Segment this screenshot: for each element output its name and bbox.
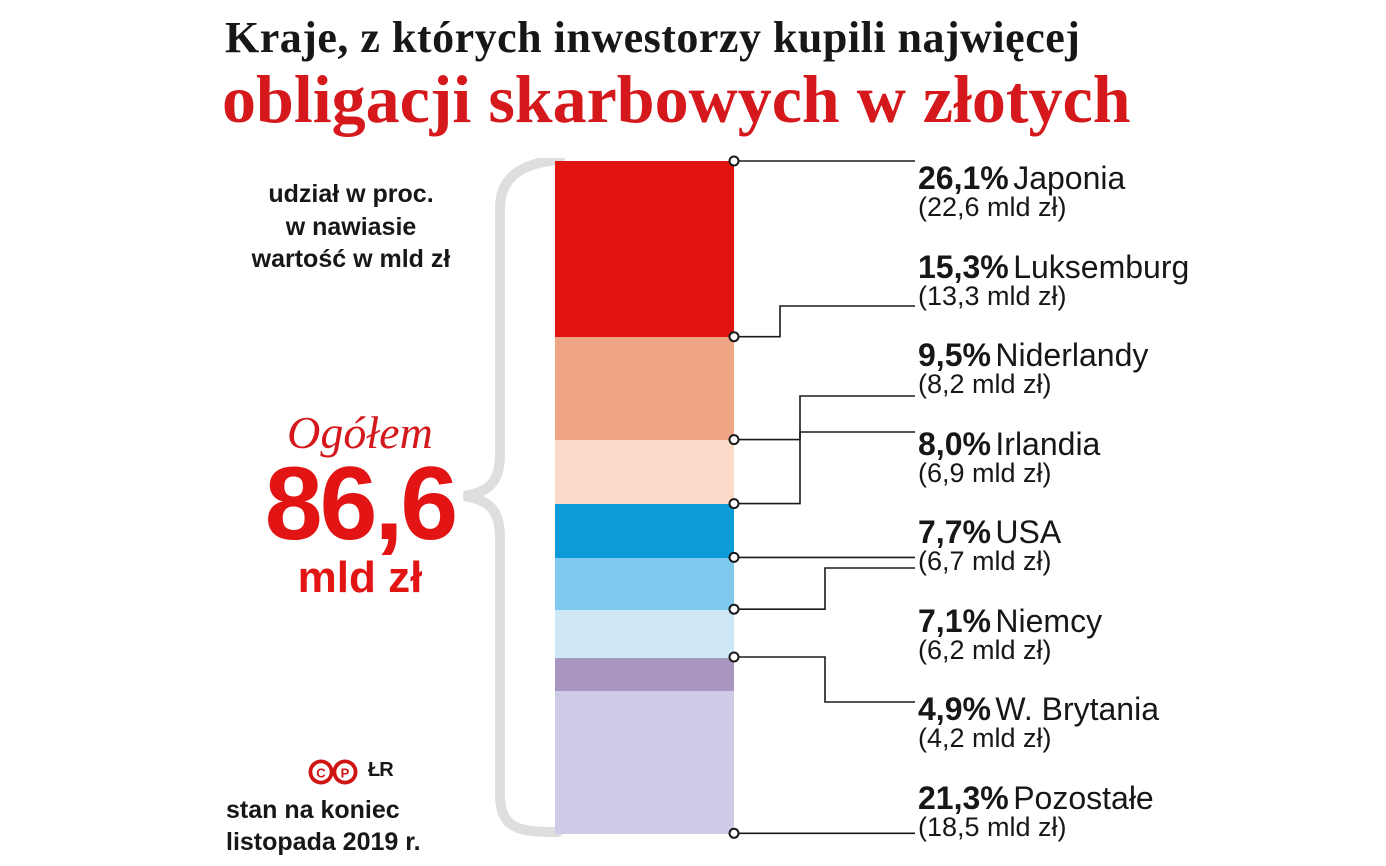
svg-text:P: P — [341, 766, 350, 781]
svg-text:C: C — [316, 766, 326, 781]
